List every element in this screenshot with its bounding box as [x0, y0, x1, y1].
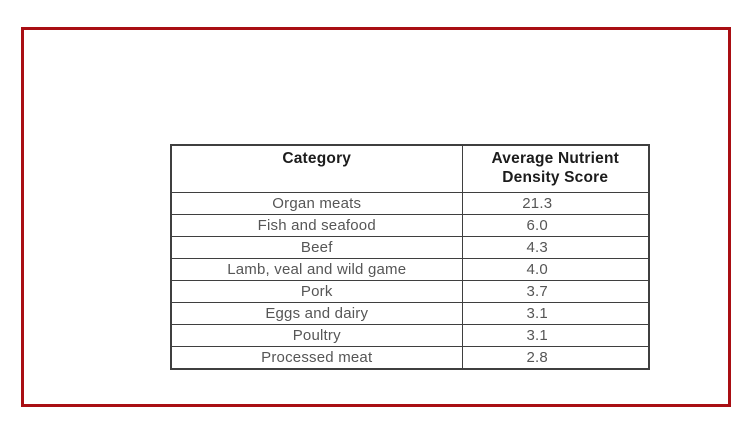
table-row: Fish and seafood 6.0 — [170, 214, 650, 237]
category-cell: Beef — [170, 236, 463, 259]
table-row: Processed meat 2.8 — [170, 346, 650, 370]
category-cell: Eggs and dairy — [170, 302, 463, 325]
score-cell: 3.1 — [461, 324, 650, 347]
header-category: Category — [170, 144, 463, 193]
category-cell: Pork — [170, 280, 463, 303]
table-header-row: Category Average Nutrient Density Score — [170, 144, 650, 193]
table-row: Beef 4.3 — [170, 236, 650, 259]
score-cell: 6.0 — [461, 214, 650, 237]
table-row: Poultry 3.1 — [170, 324, 650, 347]
nutrient-density-table: Category Average Nutrient Density Score … — [170, 144, 650, 370]
score-cell: 4.0 — [461, 258, 650, 281]
table-row: Eggs and dairy 3.1 — [170, 302, 650, 325]
table-row: Organ meats 21.3 — [170, 192, 650, 215]
category-cell: Processed meat — [170, 346, 463, 370]
header-score: Average Nutrient Density Score — [461, 144, 650, 193]
score-cell: 3.1 — [461, 302, 650, 325]
score-cell: 21.3 — [461, 192, 650, 215]
table-row: Lamb, veal and wild game 4.0 — [170, 258, 650, 281]
category-cell: Lamb, veal and wild game — [170, 258, 463, 281]
table-row: Pork 3.7 — [170, 280, 650, 303]
score-cell: 4.3 — [461, 236, 650, 259]
score-cell: 3.7 — [461, 280, 650, 303]
category-cell: Poultry — [170, 324, 463, 347]
category-cell: Organ meats — [170, 192, 463, 215]
page-border-frame: Category Average Nutrient Density Score … — [21, 27, 731, 407]
category-cell: Fish and seafood — [170, 214, 463, 237]
score-cell: 2.8 — [461, 346, 650, 370]
